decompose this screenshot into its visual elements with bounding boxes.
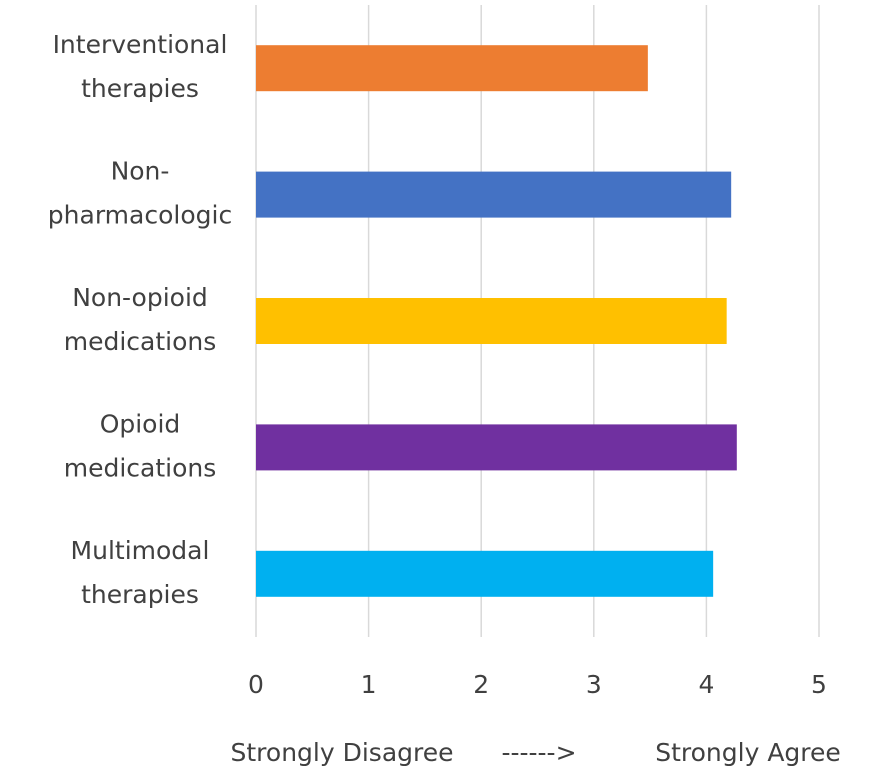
bar	[256, 45, 648, 92]
y-tick-label: medications	[64, 327, 217, 356]
y-tick-label: pharmacologic	[48, 201, 232, 230]
x-tick-label: 4	[698, 670, 714, 699]
x-axis-label: Strongly Agree	[655, 738, 841, 767]
bar	[256, 171, 732, 218]
y-tick-label: Opioid	[100, 409, 181, 438]
x-axis-label: ------>	[501, 738, 576, 767]
y-tick-label: medications	[64, 453, 217, 482]
y-tick-label: Non-	[111, 157, 170, 186]
bar	[256, 550, 714, 597]
bar	[256, 424, 737, 471]
x-tick-label: 0	[248, 670, 264, 699]
bar	[256, 298, 727, 344]
y-tick-label: Multimodal	[71, 536, 210, 565]
y-tick-label: Non-opioid	[72, 283, 208, 312]
x-axis-label: Strongly Disagree	[231, 738, 454, 767]
x-tick-label: 1	[361, 670, 377, 699]
x-tick-label: 2	[473, 670, 489, 699]
y-tick-label: Interventional	[53, 30, 228, 59]
y-tick-label: therapies	[81, 74, 199, 103]
y-tick-label: therapies	[81, 580, 199, 609]
x-tick-label: 5	[811, 670, 827, 699]
x-tick-label: 3	[586, 670, 602, 699]
